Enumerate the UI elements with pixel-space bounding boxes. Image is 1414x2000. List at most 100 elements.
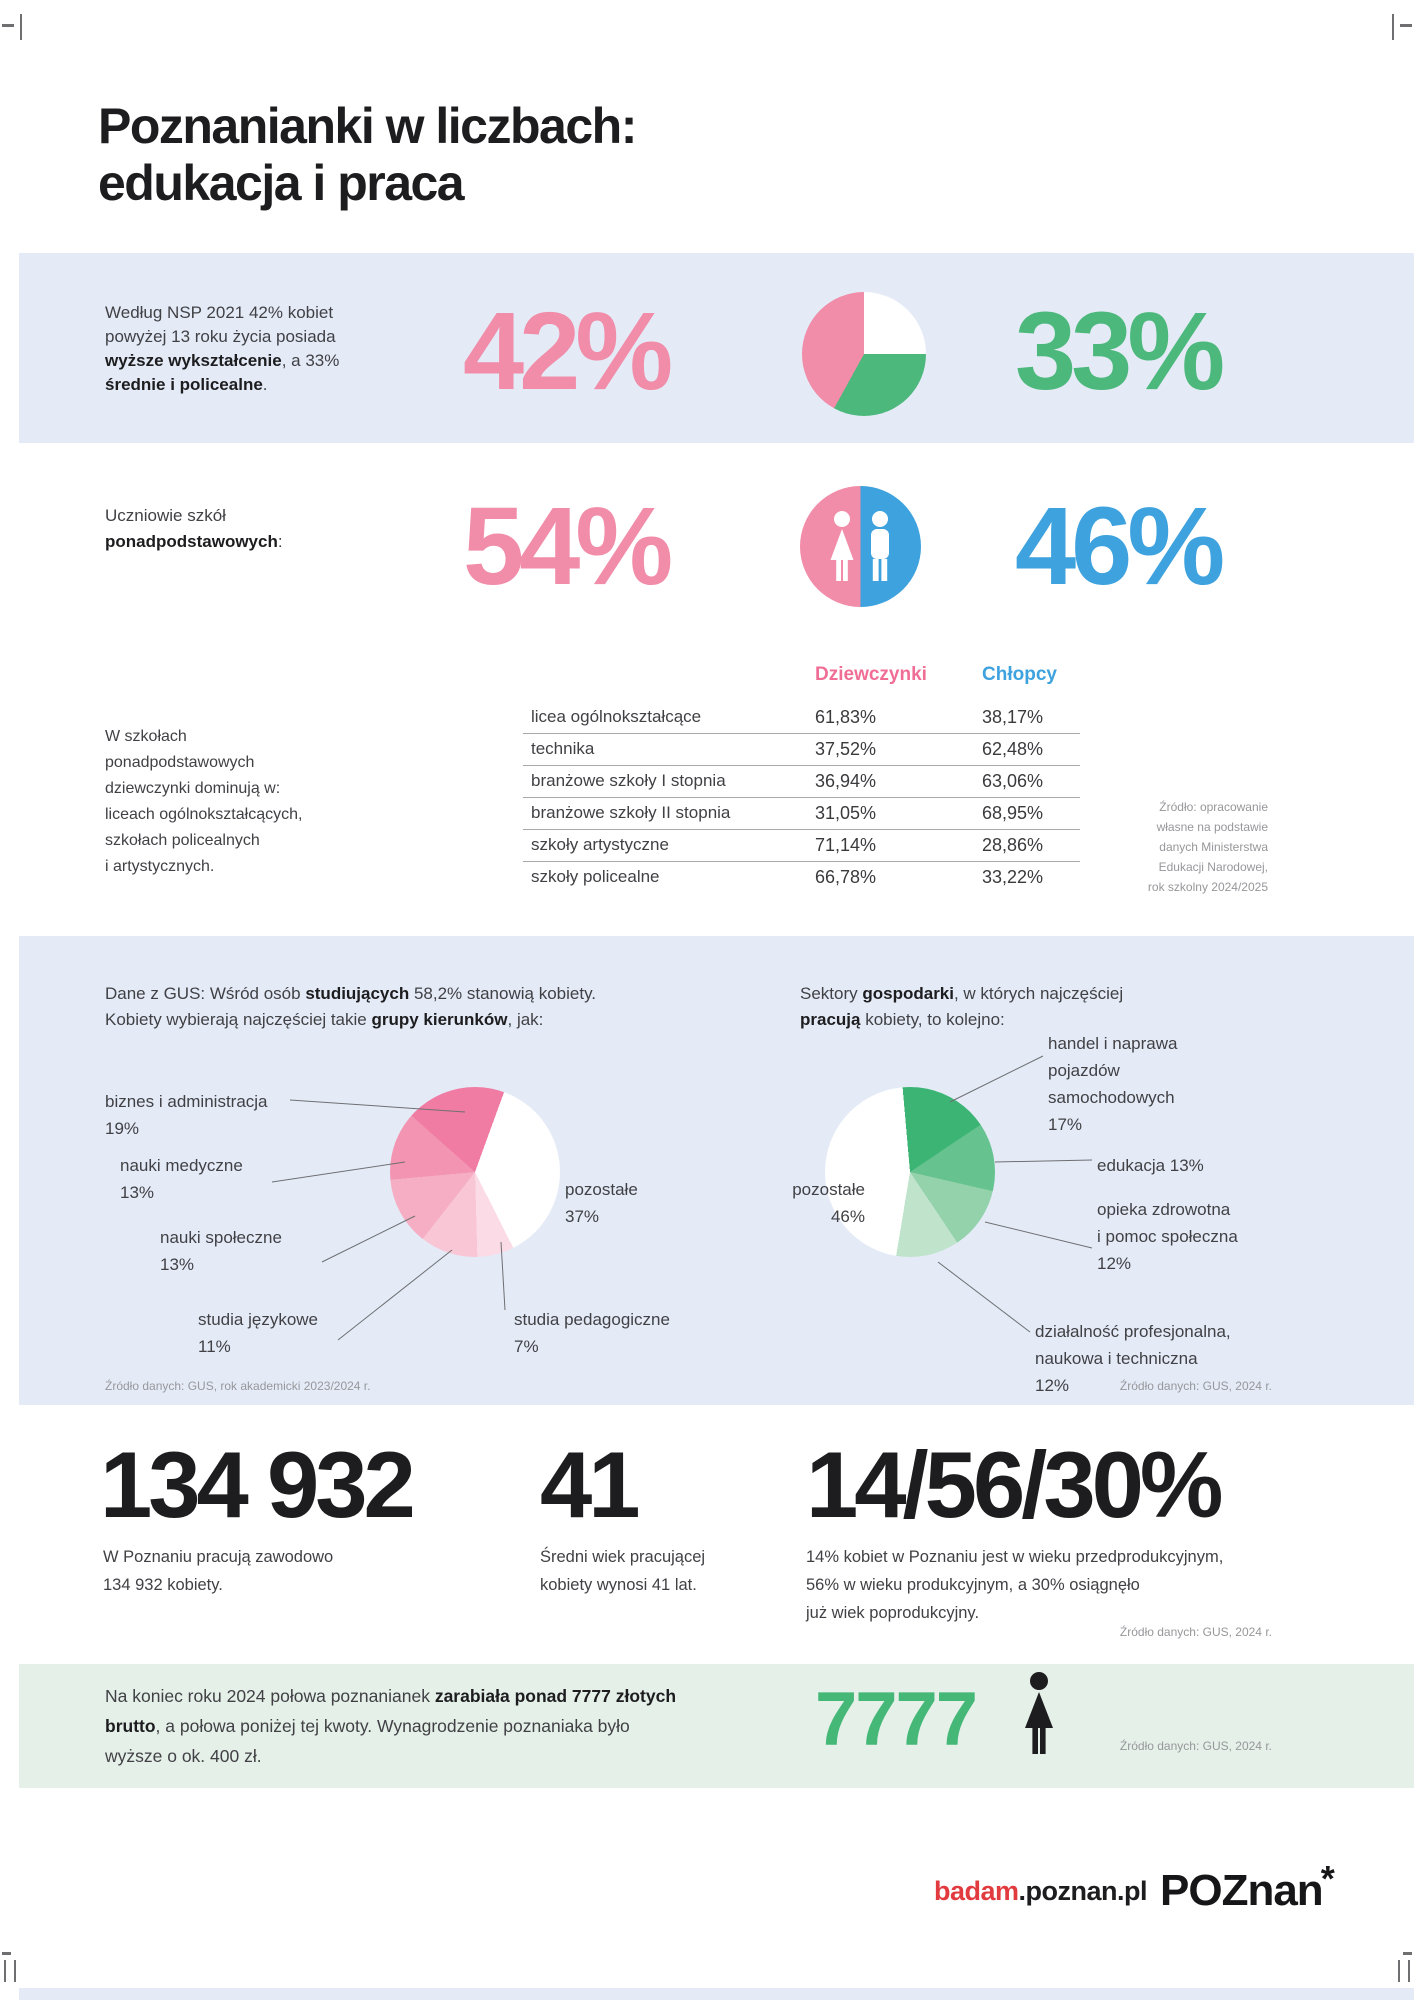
poznan-logo-text: POZnan (1160, 1866, 1324, 1915)
education-bold-2: średnie i policealne (105, 375, 263, 394)
row-label: technika (531, 739, 595, 758)
row-boys-value: 38,17% (982, 707, 1044, 727)
students-label-normal: Uczniowie szkół (105, 506, 226, 525)
school-table: licea ogólnokształcące 61,83% 38,17% tec… (523, 702, 1080, 893)
studies-header: Dane z GUS: Wśród osób studiujących 58,2… (105, 981, 596, 1033)
row-girls-value: 36,94% (815, 771, 877, 791)
row-label: szkoły policealne (531, 867, 660, 886)
table-row: branżowe szkoły II stopnia 31,05% 68,95% (523, 797, 1080, 829)
row-girls-value: 71,14% (815, 835, 877, 855)
label-business-admin: biznes i administracja 19% (105, 1092, 268, 1138)
studies-pie-chart (390, 1087, 560, 1257)
sectors-header-t3: kobiety, to kolejno: (860, 1010, 1005, 1029)
table-header-girls: Dziewczynki (815, 664, 927, 685)
source-note-studies: Źródło danych: GUS, rok akademicki 2023/… (105, 1379, 371, 1393)
source-note-stats: Źródło danych: GUS, 2024 r. (1119, 1625, 1272, 1639)
salary-text-3: wyższe o ok. 400 zł. (105, 1746, 262, 1766)
table-row: technika 37,52% 62,48% (523, 733, 1080, 765)
sectors-header: Sektory gospodarki, w których najczęście… (800, 981, 1123, 1033)
badam-poznan-logo: badam.poznan.pl (934, 1876, 1148, 1907)
stat-average-age: 41 (540, 1432, 641, 1537)
row-girls-value: 37,52% (815, 739, 877, 759)
label-medical-sciences: nauki medyczne 13% (120, 1156, 243, 1202)
label-other-studies: pozostałe 37% (565, 1180, 638, 1226)
label-other-sectors: pozostałe 46% (792, 1180, 865, 1226)
education-band (19, 253, 1414, 443)
row-boys-value: 68,95% (982, 803, 1044, 823)
students-label-colon: : (277, 532, 283, 551)
label-pedagogical-studies: studia pedagogiczne 7% (514, 1310, 670, 1356)
label-language-studies: studia językowe 11% (198, 1310, 319, 1356)
female-icon (830, 510, 854, 581)
stat-boys-pct: 46% (1015, 485, 1225, 608)
male-icon (871, 510, 889, 581)
woman-pictogram-icon (1025, 1672, 1053, 1754)
gus-band (19, 936, 1414, 1405)
table-header-boys: Chłopcy (982, 664, 1057, 685)
source-note-sectors: Źródło danych: GUS, 2024 r. (1119, 1379, 1272, 1393)
row-label: branżowe szkoły I stopnia (531, 771, 726, 790)
stat-secondary-education: 33% (1015, 290, 1225, 413)
label-trade-repair: handel i naprawa pojazdów samochodowych … (1048, 1034, 1178, 1134)
studies-header-t2: 58,2% stanowią kobiety. (409, 984, 597, 1003)
studies-header-b1: studiujących (305, 984, 410, 1003)
label-professional-activity: działalność profesjonalna, naukowa i tec… (1035, 1322, 1231, 1395)
salary-band (19, 1664, 1414, 1788)
salary-bold-1: zarabiała ponad 7777 złotych (434, 1686, 677, 1706)
badam-logo-suffix: .poznan.pl (1018, 1876, 1148, 1906)
studies-header-t1: Dane z GUS: Wśród osób (105, 984, 306, 1003)
row-girls-value: 31,05% (815, 803, 877, 823)
row-label: szkoły artystyczne (531, 835, 669, 854)
table-row: licea ogólnokształcące 61,83% 38,17% (523, 702, 1080, 733)
stat-higher-education: 42% (463, 290, 673, 413)
row-boys-value: 62,48% (982, 739, 1044, 759)
page-title: Poznanianki w liczbach: edukacja i praca (98, 98, 637, 212)
sectors-header-t2: , w których najczęściej (953, 984, 1124, 1003)
caption-average-age: Średni wiek pracującej kobiety wynosi 41… (540, 1548, 706, 1594)
source-note-men: Źródło: opracowanie własne na podstawie … (1147, 800, 1268, 894)
salary-paragraph: Na koniec roku 2024 połowa poznanianek z… (105, 1681, 676, 1771)
row-label: branżowe szkoły II stopnia (531, 803, 731, 822)
studies-header-t3: Kobiety wybierają najczęściej takie (105, 1010, 372, 1029)
gender-split-icon (800, 486, 921, 607)
education-text-1: Według NSP 2021 42% kobiet powyżej 13 ro… (105, 303, 336, 346)
studies-header-b2: grupy kierunków (371, 1010, 508, 1029)
education-paragraph: Według NSP 2021 42% kobiet powyżej 13 ro… (105, 301, 435, 397)
table-row: szkoły policealne 66,78% 33,22% (523, 861, 1080, 893)
page-title-line2: edukacja i praca (98, 155, 465, 211)
label-social-sciences: nauki społeczne 13% (160, 1228, 282, 1274)
row-girls-value: 61,83% (815, 707, 877, 727)
sectors-header-t1: Sektory (800, 984, 863, 1003)
stat-age-structure: 14/56/30% (806, 1432, 1223, 1537)
row-boys-value: 28,86% (982, 835, 1044, 855)
bottom-strip (19, 1988, 1414, 2000)
education-pie-chart (802, 292, 926, 416)
poznan-city-logo: POZnan* (1160, 1858, 1335, 1916)
education-text-2: , a 33% (281, 351, 340, 370)
salary-text-2: , a połowa poniżej tej kwoty. Wynagrodze… (155, 1716, 630, 1736)
table-side-note: W szkołach ponadpodstawowych dziewczynki… (105, 728, 303, 875)
sectors-header-b1: gospodarki (862, 984, 954, 1003)
source-note-salary: Źródło danych: GUS, 2024 r. (1119, 1739, 1272, 1753)
students-label-bold: ponadpodstawowych (105, 532, 278, 551)
row-boys-value: 63,06% (982, 771, 1044, 791)
caption-employed-women: W Poznaniu pracują zawodowo 134 932 kobi… (103, 1548, 334, 1594)
sectors-header-b2: pracują (800, 1010, 861, 1029)
badam-logo-text: badam (934, 1876, 1019, 1906)
stat-girls-pct: 54% (463, 485, 673, 608)
row-label: licea ogólnokształcące (531, 707, 702, 726)
education-bold-1: wyższe wykształcenie (105, 351, 282, 370)
page-title-line1: Poznanianki w liczbach: (98, 98, 637, 154)
students-label: Uczniowie szkół ponadpodstawowych: (105, 503, 283, 555)
caption-age-structure: 14% kobiet w Poznaniu jest w wieku przed… (806, 1548, 1224, 1622)
stat-employed-women: 134 932 (100, 1432, 416, 1537)
label-education-sector: edukacja 13% (1097, 1156, 1204, 1175)
label-healthcare: opieka zdrowotna i pomoc społeczna 12% (1097, 1200, 1238, 1273)
salary-text-1: Na koniec roku 2024 połowa poznanianek (105, 1686, 435, 1706)
education-text-3: . (262, 375, 268, 394)
salary-bold-2: brutto (105, 1716, 156, 1736)
sectors-pie-chart (825, 1087, 995, 1257)
table-row: branżowe szkoły I stopnia 36,94% 63,06% (523, 765, 1080, 797)
studies-header-t4: , jak: (507, 1010, 544, 1029)
